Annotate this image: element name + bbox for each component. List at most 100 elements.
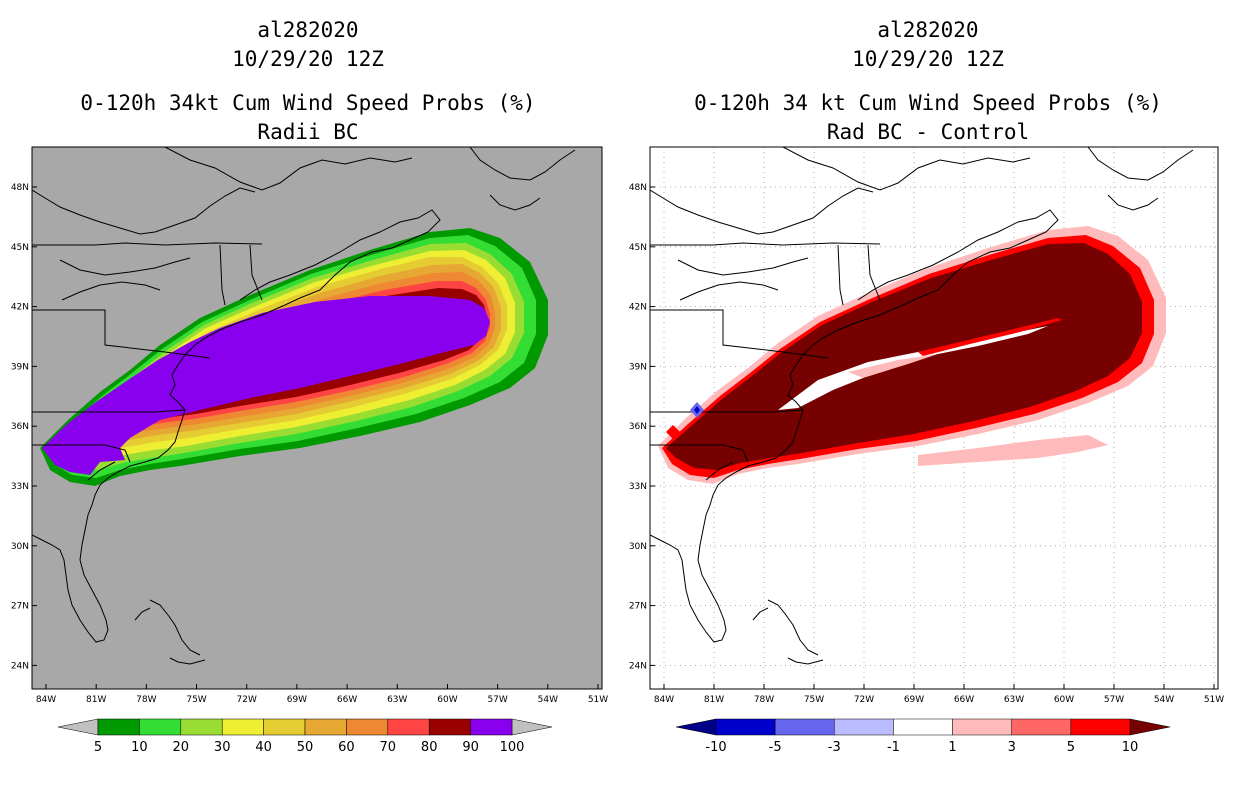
right-lon-label: 81W [704,695,724,705]
right-lon-label: 63W [1004,695,1024,705]
right_panel-colorbar-swatch [834,718,894,736]
right-map-frame [649,146,1219,690]
left_panel-colorbar-label: 80 [421,740,438,755]
right-lon-label: 78W [754,695,774,705]
left_panel-colorbar-low-end [57,718,99,736]
right_panel-colorbar-swatch [893,718,953,736]
left-lon-label: 78W [136,695,156,705]
right-lon-label: 66W [954,695,974,705]
left-lat-label: 36N [11,422,29,432]
left-lat-axis: 48N 45N 42N 39N 36N 33N 30N 27N 24N [11,183,37,671]
right-datetime: 10/29/20 12Z [852,47,1004,71]
right-diff-corridor-white [778,326,1048,410]
right_panel-colorbar-label: 3 [1008,740,1016,755]
right-storm-id: al282020 [877,18,979,42]
left_panel-colorbar-swatch [97,718,140,736]
left-product-title: 0-120h 34kt Cum Wind Speed Probs (%) [80,91,536,115]
right-product-subtitle: Rad BC - Control [826,120,1030,144]
left_panel-colorbar-label: 90 [462,740,479,755]
left-lon-label: 63W [387,695,407,705]
left-datetime: 10/29/20 12Z [232,47,384,71]
right_panel-colorbar-label: -1 [887,740,900,755]
left_panel-colorbar-label: 50 [297,740,314,755]
right-lat-label: 48N [629,183,647,193]
left-lon-label: 69W [287,695,307,705]
right-diff-1-3-tail [918,435,1108,466]
left_panel-colorbar-swatch [180,718,223,736]
right_panel-colorbar-swatch [774,718,835,736]
right-lon-axis: 84W 81W 78W 75W 72W 69W 66W 63W 60W 57W 54W 51W [654,684,1224,705]
left_panel-colorbar-label: 20 [173,740,190,755]
right-lat-label: 27N [629,602,647,612]
right-lon-label: 57W [1104,695,1124,705]
left-map: 48N 45N 42N 39N 36N 33N 30N 27N 24N 84W 81W 78W 75W… [11,146,608,705]
right-lon-label: 60W [1054,695,1074,705]
right-lon-label: 69W [904,695,924,705]
right-lon-label: 75W [804,695,824,705]
left_panel-colorbar-swatch [263,718,306,736]
left-lat-label: 33N [11,482,29,492]
left-lat-label: 39N [11,362,29,372]
left-lon-label: 81W [86,695,106,705]
left-product-subtitle: Radii BC [257,120,359,144]
right_panel-colorbar-label: -10 [705,740,726,755]
right_panel-colorbar-swatch [1070,718,1131,736]
left-lat-label: 30N [11,542,29,552]
right_panel-colorbar-label: 5 [1067,740,1075,755]
left-lon-label: 75W [186,695,206,705]
left-lon-label: 84W [36,695,56,705]
left_panel-colorbar-label: 70 [380,740,397,755]
right_panel-colorbar-label: 10 [1122,740,1139,755]
right-lon-label: 54W [1154,695,1174,705]
left-map-frame [31,146,603,690]
left_panel-colorbar-swatch [470,718,513,736]
right-lat-axis: 48N 45N 42N 39N 36N 33N 30N 27N 24N [629,183,655,671]
left-lat-label: 27N [11,602,29,612]
left-storm-id: al282020 [257,18,359,42]
right_panel-colorbar-label: -5 [769,740,782,755]
right_panel-colorbar-swatch [715,718,776,736]
left-lon-label: 54W [538,695,558,705]
right_panel-colorbar-low-end [675,718,717,736]
right-lon-label: 51W [1204,695,1224,705]
right-lat-label: 33N [629,482,647,492]
left_panel-colorbar-label: 100 [500,740,525,755]
right-lat-label: 36N [629,422,647,432]
left_panel-colorbar-swatch [139,718,182,736]
right-lon-label: 84W [654,695,674,705]
left-lon-label: 60W [437,695,457,705]
right-negative-core [694,406,700,414]
left_panel-colorbar-swatch [428,718,471,736]
left_panel-colorbar-swatch [387,718,430,736]
left_panel-colorbar-swatch [346,718,389,736]
right-map: 48N 45N 42N 39N 36N 33N 30N 27N 24N 84W 81W 78W 75W… [629,146,1224,705]
right-lon-label: 72W [854,695,874,705]
left-lon-label: 51W [588,695,608,705]
left-lat-label: 48N [11,183,29,193]
left-lon-label: 66W [337,695,357,705]
left-lat-label: 45N [11,243,29,253]
right-lat-label: 30N [629,542,647,552]
left_panel-colorbar-swatch [221,718,264,736]
left-colorbar: 5 10 20 30 40 50 60 70 80 90 100 [57,718,553,755]
right-diff-corridor-pink [848,354,938,378]
right-map-title: al282020 10/29/20 12Z 0-120h 34 kt Cum W… [633,16,1223,147]
left_panel-colorbar-label: 40 [255,740,272,755]
left_panel-colorbar-high-end [511,718,553,736]
right-lat-label: 45N [629,243,647,253]
right_panel-colorbar-label: 1 [948,740,956,755]
right_panel-colorbar-swatch [952,718,1012,736]
right-product-title: 0-120h 34 kt Cum Wind Speed Probs (%) [694,91,1162,115]
right-positive-spot [666,425,680,439]
left-lon-axis: 84W 81W 78W 75W 72W 69W 66W 63W 60W 57W 54W 51W [36,684,608,705]
right_panel-colorbar-swatch [1011,718,1072,736]
right_panel-colorbar-label: -3 [828,740,841,755]
right-lat-label: 39N [629,362,647,372]
left_panel-colorbar-label: 60 [338,740,355,755]
left_panel-colorbar-swatch [304,718,347,736]
right_panel-colorbar-high-end [1129,718,1171,736]
left-lat-label: 24N [11,661,29,671]
right-lat-label: 42N [629,303,647,313]
left-map-title: al282020 10/29/20 12Z 0-120h 34kt Cum Wi… [18,16,598,147]
left-lon-label: 72W [237,695,257,705]
